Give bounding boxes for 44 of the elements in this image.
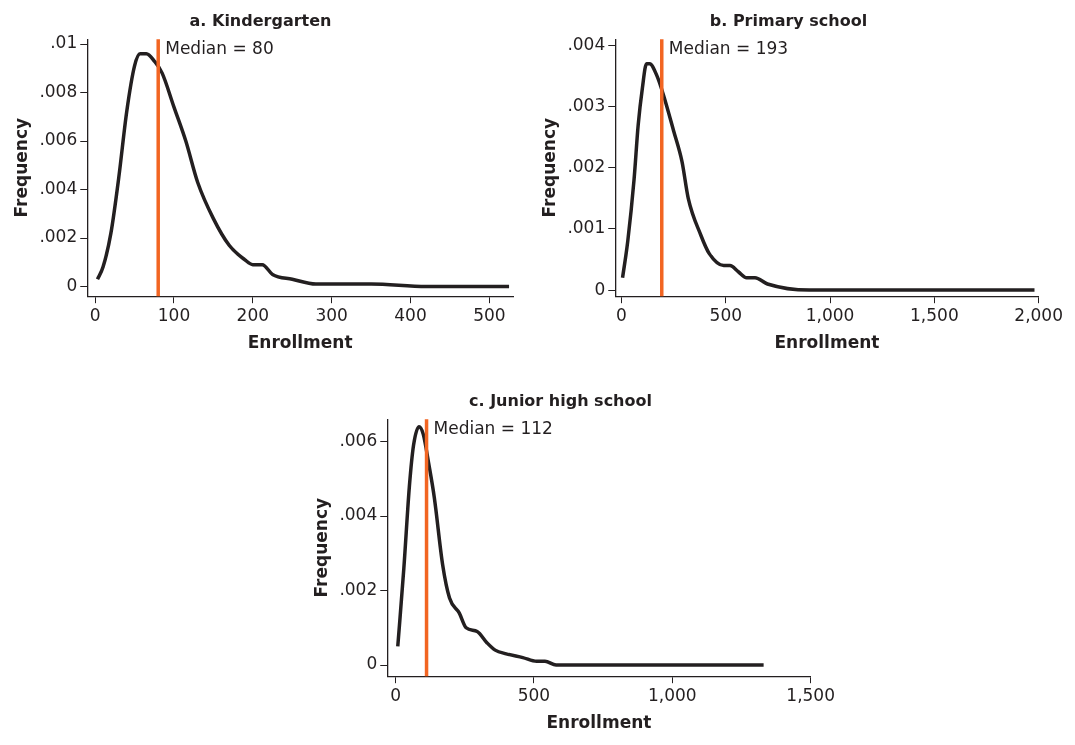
y-tick-label: 0 [366, 653, 378, 674]
x-tick-label: 1,500 [786, 684, 835, 705]
ref-line-label: Median = 193 [668, 38, 789, 59]
y-axis-title: Frequency [538, 117, 559, 218]
y-axis-title: Frequency [310, 497, 331, 598]
x-tick-label: 0 [616, 304, 627, 325]
x-tick-label: 200 [236, 304, 270, 325]
y-axis-title: Frequency [10, 117, 31, 218]
x-tick-label: 0 [390, 684, 401, 705]
x-axis-title: Enrollment [247, 332, 353, 353]
y-tick-label: .008 [39, 80, 78, 101]
ref-line-label: Median = 80 [165, 38, 274, 59]
x-tick-label: 1,000 [805, 304, 855, 325]
x-tick-label: 500 [473, 304, 506, 325]
ref-line-label: Median = 112 [433, 418, 553, 439]
chart-title: a. Kindergarten [189, 10, 332, 30]
y-tick-label: .004 [567, 33, 606, 54]
line-series [620, 61, 1037, 292]
y-tick-label: .01 [50, 32, 78, 53]
x-tick-label: 1,500 [910, 304, 959, 325]
x-tick-label: 500 [709, 304, 743, 325]
x-tick-label: 400 [394, 304, 427, 325]
y-tick-label: .003 [567, 94, 606, 115]
y-tick-label: .006 [39, 129, 78, 150]
x-axis-title: Enrollment [546, 712, 652, 733]
y-tick-label: .004 [339, 504, 378, 525]
x-tick-label: 100 [157, 304, 191, 325]
y-tick-label: 0 [66, 274, 78, 295]
x-tick-label: 500 [517, 684, 551, 705]
y-tick-label: .002 [339, 578, 378, 599]
y-tick-label: 0 [594, 278, 606, 299]
y-tick-label: .004 [39, 177, 78, 198]
x-tick-label: 1,000 [647, 684, 697, 705]
y-tick-label: .006 [339, 429, 378, 450]
y-tick-label: .001 [567, 217, 606, 238]
line-series [95, 52, 511, 289]
x-axis-title: Enrollment [774, 332, 880, 353]
y-tick-label: .002 [39, 226, 78, 247]
chart-title: b. Primary school [709, 10, 868, 30]
x-tick-label: 300 [315, 304, 348, 325]
x-tick-label: 0 [89, 304, 101, 325]
y-tick-label: .002 [567, 156, 606, 177]
x-tick-label: 2,000 [1014, 304, 1063, 325]
chart-title: c. Junior high school [469, 390, 652, 410]
